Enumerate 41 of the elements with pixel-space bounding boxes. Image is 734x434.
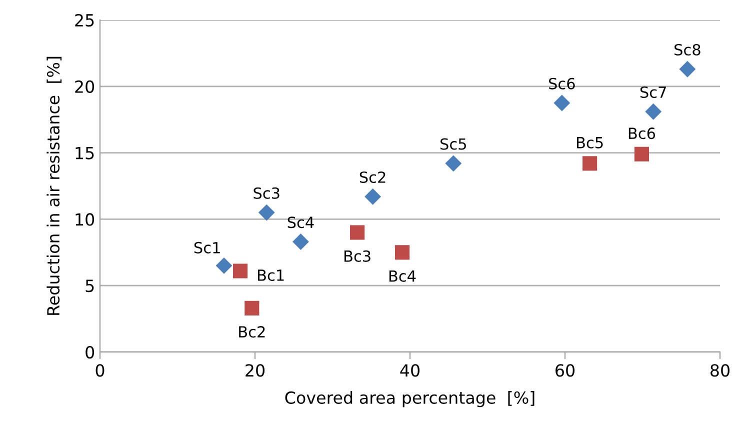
x-tick-label: 60 [556, 364, 574, 377]
point [350, 225, 365, 240]
annotation: Sc6 [548, 78, 575, 90]
point [634, 146, 650, 162]
point [258, 204, 275, 221]
annotation: Bc5 [577, 137, 603, 148]
y-tick-label: 15 [76, 146, 94, 160]
annotation: Bc4 [389, 270, 416, 282]
y-tick-label: 10 [76, 213, 94, 226]
x-tick-label: 40 [400, 364, 420, 377]
annotation: Bc3 [344, 250, 370, 262]
annotation: Sc2 [360, 171, 386, 183]
point [645, 103, 662, 120]
y-tick-label: 25 [75, 14, 94, 27]
point [232, 264, 248, 278]
x-tick-label: 20 [246, 364, 264, 377]
annotation: Sc4 [288, 216, 314, 228]
annotation: Sc3 [254, 187, 280, 199]
x-tick-label: 80 [710, 364, 730, 377]
point [554, 94, 570, 112]
annotation: Bc1 [258, 270, 284, 281]
x-tick-label: 0 [96, 364, 104, 377]
point [216, 257, 232, 274]
point [364, 188, 382, 205]
y-tick-label: 20 [75, 80, 94, 93]
x-axis-title: Covered area percentage [%] [285, 391, 534, 408]
point [394, 245, 410, 260]
annotation: Bc6 [628, 128, 656, 140]
y-tick-label: 5 [86, 280, 94, 292]
point [244, 300, 260, 316]
y-tick-label: 0 [86, 346, 94, 359]
annotation: Bc2 [239, 326, 265, 338]
annotation: Sc1 [194, 242, 220, 254]
point [445, 155, 462, 172]
point [582, 156, 598, 171]
point [679, 60, 696, 78]
annotation: Sc7 [640, 86, 666, 98]
point [292, 234, 309, 250]
y-axis-title: Reduction in air resistance [%] [46, 56, 62, 315]
annotation: Sc5 [440, 138, 466, 150]
annotation: Sc8 [674, 44, 700, 56]
